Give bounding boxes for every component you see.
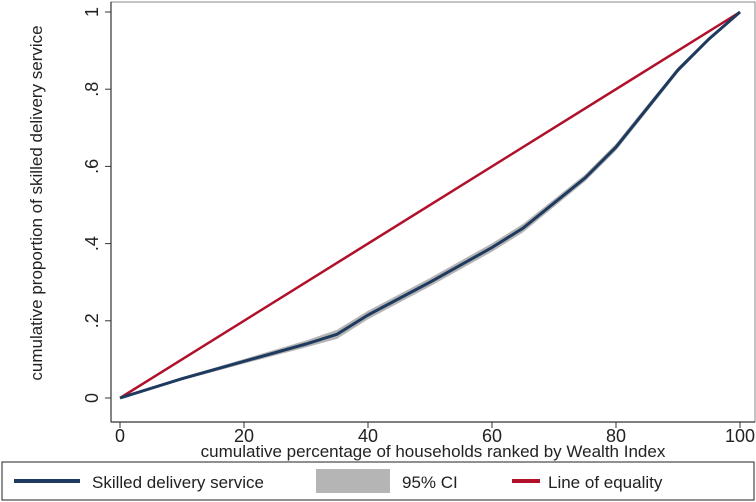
x-tick-label: 100 — [725, 426, 755, 446]
x-tick-label: 40 — [358, 426, 378, 446]
y-tick-label: 0 — [82, 393, 102, 403]
y-tick-label: .4 — [82, 236, 102, 251]
x-tick-label: 80 — [606, 426, 626, 446]
y-axis-title: cumulative proportion of skilled deliver… — [27, 25, 46, 380]
equality-line — [119, 10, 741, 400]
x-tick-label: 20 — [234, 426, 254, 446]
x-tick-label: 0 — [115, 426, 125, 446]
y-tick-label: .2 — [82, 313, 102, 328]
lorenz-curve — [119, 10, 741, 400]
y-tick-label: 1 — [82, 7, 102, 17]
y-tick-label: .8 — [82, 82, 102, 97]
y-ticks: 0 .2 .4 .6 .8 1 — [82, 7, 111, 403]
x-axis-title: cumulative percentage of households rank… — [201, 442, 666, 461]
legend-label-ci: 95% CI — [402, 473, 458, 492]
y-tick-label: .6 — [82, 159, 102, 174]
legend-label-equality: Line of equality — [548, 473, 663, 492]
legend: Skilled delivery service 95% CI Line of … — [1, 461, 755, 501]
x-ticks: 0 20 40 60 80 100 — [115, 422, 755, 446]
legend-label-lorenz: Skilled delivery service — [92, 473, 264, 492]
legend-swatch-ci — [316, 469, 390, 493]
plot-frame — [110, 1, 756, 423]
x-tick-label: 60 — [482, 426, 502, 446]
